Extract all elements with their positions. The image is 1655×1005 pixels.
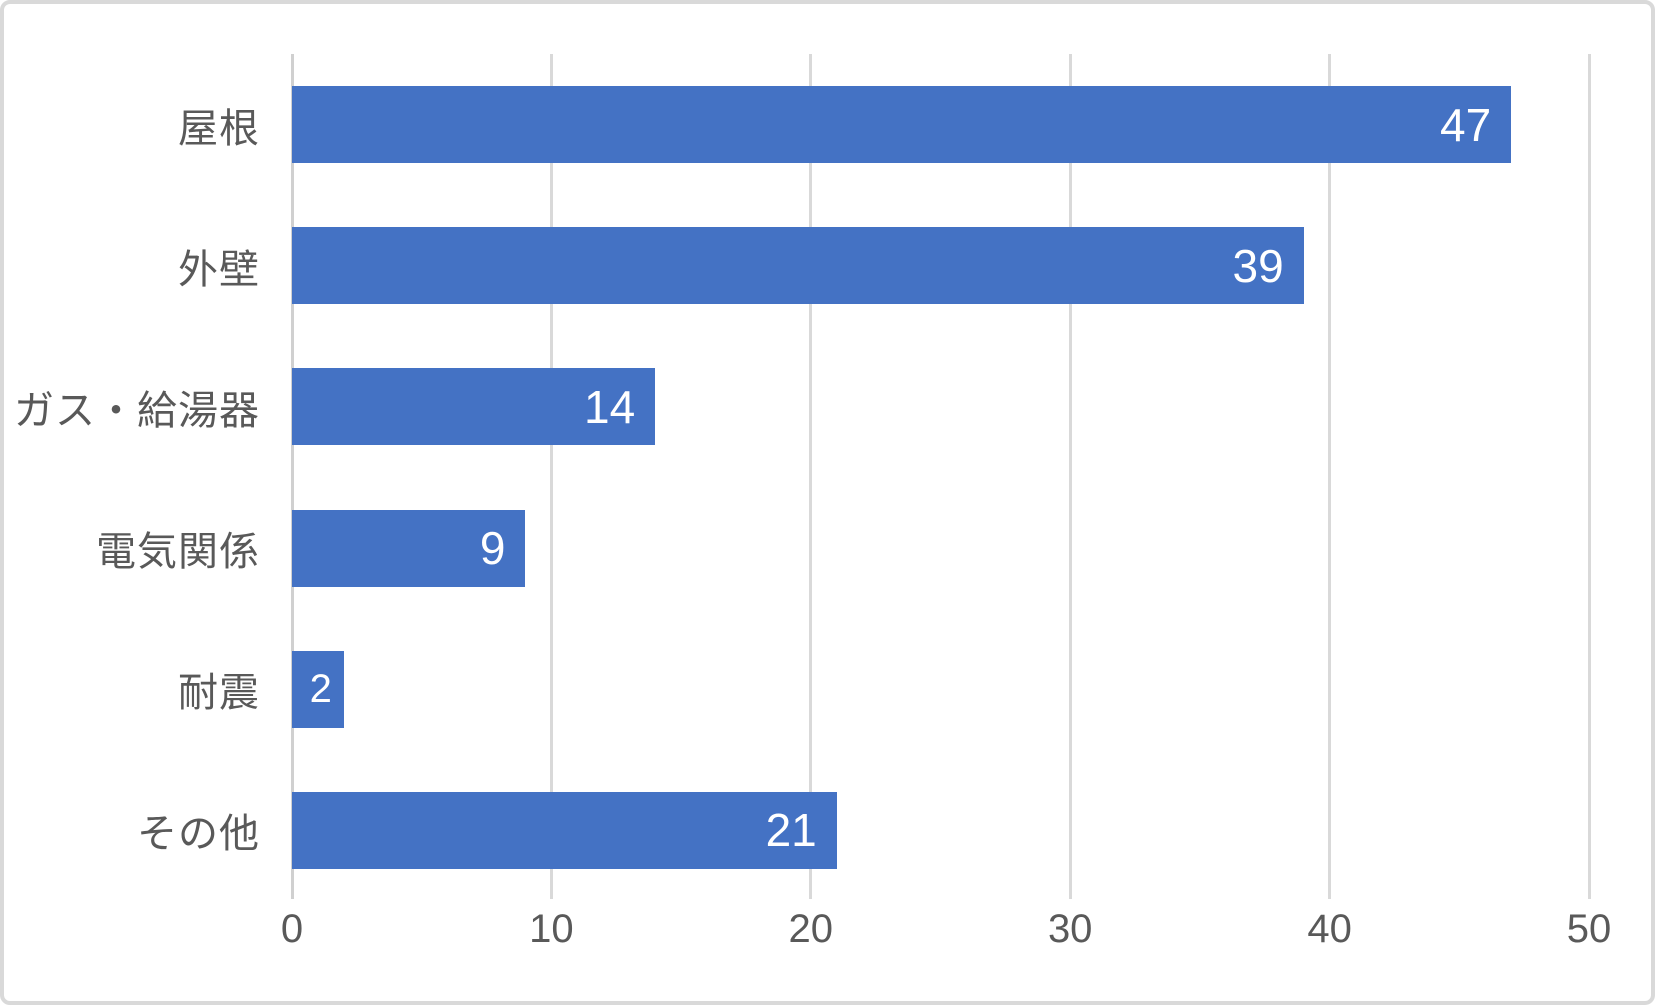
x-tick-label: 50 [1566, 907, 1612, 951]
bar-row: 外壁 39 [178, 195, 1589, 336]
bar-value-label: 21 [765, 804, 817, 857]
bar-value-label: 39 [1232, 239, 1284, 292]
category-label: ガス・給湯器 [14, 388, 260, 433]
bar: 21 [292, 791, 837, 869]
x-tick-label: 40 [1307, 907, 1352, 951]
gridline [549, 54, 553, 899]
bar-value-label: 47 [1440, 98, 1492, 151]
bar-row: その他 21 [137, 760, 1589, 901]
bar-row: 屋根 47 [178, 54, 1589, 195]
bar-row: 耐震 2 [178, 619, 1589, 760]
bar: 9 [292, 509, 526, 587]
category-label: 外壁 [178, 247, 260, 292]
category-label: 電気関係 [96, 530, 260, 575]
bar-value-label: 9 [479, 522, 506, 575]
bar: 14 [292, 368, 656, 446]
category-label: 耐震 [178, 671, 260, 716]
category-label: その他 [137, 812, 260, 857]
x-tick-label: 30 [1047, 907, 1093, 951]
x-tick-label: 0 [280, 907, 304, 951]
bar-value-label: 2 [309, 666, 332, 711]
gridline [1328, 54, 1332, 899]
bar: 39 [292, 227, 1304, 305]
bar: 47 [292, 86, 1512, 164]
bar-row: 電気関係 9 [96, 478, 1589, 619]
gridline [1587, 54, 1591, 899]
y-axis-line [290, 54, 294, 899]
x-axis: 0 10 20 30 40 50 [281, 907, 1611, 977]
gridline [1068, 54, 1072, 899]
bar: 2 [292, 650, 344, 728]
category-label: 屋根 [178, 106, 260, 151]
bar-value-label: 14 [583, 380, 636, 433]
x-tick-label: 20 [788, 907, 834, 951]
x-tick-label: 10 [529, 907, 574, 951]
plot-area: 屋根 47 外壁 39 ガス・給湯器 14 電気関係 9 耐震 2 その他 21 [14, 54, 1591, 901]
bar-row: ガス・給湯器 14 [14, 336, 1589, 477]
gridline [809, 54, 813, 899]
